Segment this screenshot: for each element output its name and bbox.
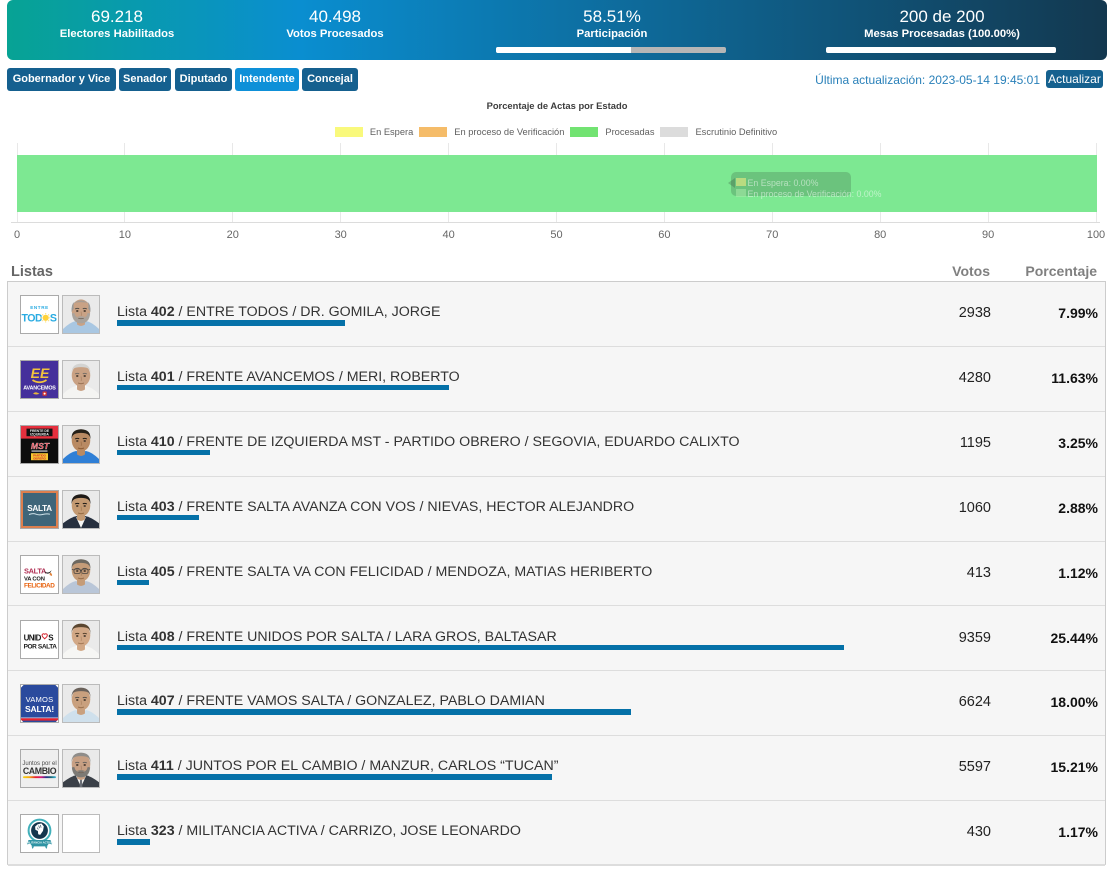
svg-text:SALTA: SALTA: [24, 566, 47, 575]
svg-text:UNID: UNID: [24, 633, 42, 642]
svg-text:ENTRE: ENTRE: [30, 305, 49, 310]
svg-text:MST: MST: [31, 441, 50, 451]
svg-text:Juntos por el: Juntos por el: [22, 761, 56, 767]
svg-text:CAMBIO: CAMBIO: [23, 766, 57, 776]
svg-text:S: S: [48, 633, 54, 642]
svg-text:OBRERO: OBRERO: [33, 456, 46, 460]
svg-text:PARTIDO: PARTIDO: [33, 453, 47, 457]
svg-text:VAMOS: VAMOS: [26, 695, 54, 704]
svg-text:AVANCEMOS: AVANCEMOS: [23, 385, 56, 391]
svg-text:MILITANCIA ACTIVA: MILITANCIA ACTIVA: [26, 841, 53, 845]
svg-text:VA CON: VA CON: [24, 576, 45, 582]
svg-text:FRENTE DE: FRENTE DE: [30, 429, 50, 433]
svg-text:FELICIDAD: FELICIDAD: [24, 582, 55, 589]
svg-text:TODOS: TODOS: [22, 312, 57, 324]
svg-text:EE: EE: [31, 365, 50, 381]
svg-text:IZQUIERDA: IZQUIERDA: [30, 432, 49, 436]
svg-text:SALTA: SALTA: [27, 504, 52, 513]
svg-text:SALTA!: SALTA!: [25, 704, 54, 714]
svg-text:POR SALTA: POR SALTA: [24, 643, 58, 650]
